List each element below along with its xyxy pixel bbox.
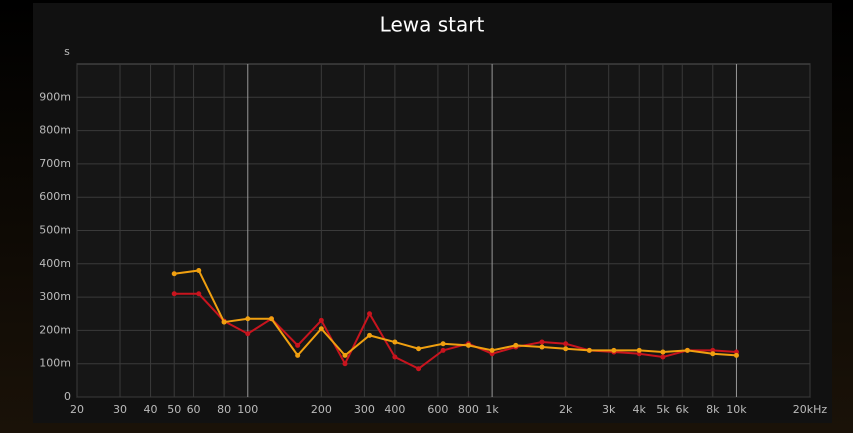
- y-tick-label: 700m: [39, 157, 71, 170]
- data-point: [318, 326, 324, 332]
- series-line: [174, 292, 737, 370]
- y-tick-label: 600m: [39, 190, 71, 203]
- data-point: [513, 342, 519, 348]
- data-point: [563, 346, 569, 352]
- y-tick-label: 500m: [39, 224, 71, 237]
- data-point: [660, 354, 666, 360]
- chart-title: Lewa start: [380, 13, 485, 37]
- data-point: [416, 346, 422, 352]
- x-tick-label: 20: [70, 403, 84, 416]
- data-point: [465, 342, 471, 348]
- data-point: [295, 352, 301, 358]
- data-point: [196, 267, 202, 273]
- y-tick-label: 300m: [39, 290, 71, 303]
- data-point: [416, 366, 422, 372]
- data-point: [171, 271, 177, 277]
- x-tick-label: 20kHz: [793, 403, 828, 416]
- data-point: [171, 291, 177, 297]
- data-point: [710, 351, 716, 357]
- data-point: [318, 317, 324, 323]
- x-tick-label: 60: [187, 403, 201, 416]
- y-tick-label: 0: [64, 390, 71, 403]
- x-tick-label: 50: [167, 403, 181, 416]
- x-tick-label: 40: [144, 403, 158, 416]
- x-tick-label: 3k: [602, 403, 616, 416]
- x-tick-label: 800: [458, 403, 479, 416]
- plot: [171, 267, 739, 372]
- data-point: [367, 332, 373, 338]
- data-point: [392, 354, 398, 360]
- x-tick-label: 300: [354, 403, 375, 416]
- x-tick-label: 80: [217, 403, 231, 416]
- data-point: [563, 341, 569, 347]
- x-tick-label: 10k: [726, 403, 747, 416]
- y-tick-label: 400m: [39, 257, 71, 270]
- x-tick-label: 8k: [706, 403, 720, 416]
- data-point: [367, 311, 373, 317]
- data-point: [539, 339, 545, 345]
- data-point: [440, 347, 446, 353]
- data-point: [196, 291, 202, 297]
- series-line: [174, 269, 737, 357]
- y-axis-label: s: [64, 45, 70, 58]
- data-point: [245, 316, 251, 322]
- data-point: [268, 316, 274, 322]
- data-point: [342, 361, 348, 367]
- x-tick-label: 1k: [485, 403, 499, 416]
- data-point: [586, 347, 592, 353]
- data-point: [295, 342, 301, 348]
- data-point: [392, 339, 398, 345]
- data-point: [684, 347, 690, 353]
- data-point: [221, 319, 227, 325]
- data-point: [342, 352, 348, 358]
- grid: 0 100m 200m 300m 400m 500m 600m 700m 800m 900m 20 3…: [39, 64, 827, 416]
- data-point: [539, 344, 545, 350]
- data-point: [660, 349, 666, 355]
- x-tick-label: 100: [237, 403, 258, 416]
- y-tick-label: 200m: [39, 323, 71, 336]
- y-tick-label: 100m: [39, 357, 71, 370]
- x-tick-label: 2k: [559, 403, 573, 416]
- y-tick-label: 800m: [39, 124, 71, 137]
- data-point: [440, 341, 446, 347]
- data-point: [245, 331, 251, 337]
- x-tick-label: 5k: [656, 403, 670, 416]
- x-tick-label: 30: [113, 403, 127, 416]
- x-tick-label: 6k: [676, 403, 690, 416]
- data-point: [611, 347, 617, 353]
- x-tick-label: 400: [384, 403, 405, 416]
- data-point: [489, 347, 495, 353]
- data-point: [733, 352, 739, 358]
- x-tick-label: 4k: [633, 403, 647, 416]
- x-tick-label: 200: [311, 403, 332, 416]
- data-point: [636, 347, 642, 353]
- x-tick-label: 600: [427, 403, 448, 416]
- y-tick-label: 900m: [39, 90, 71, 103]
